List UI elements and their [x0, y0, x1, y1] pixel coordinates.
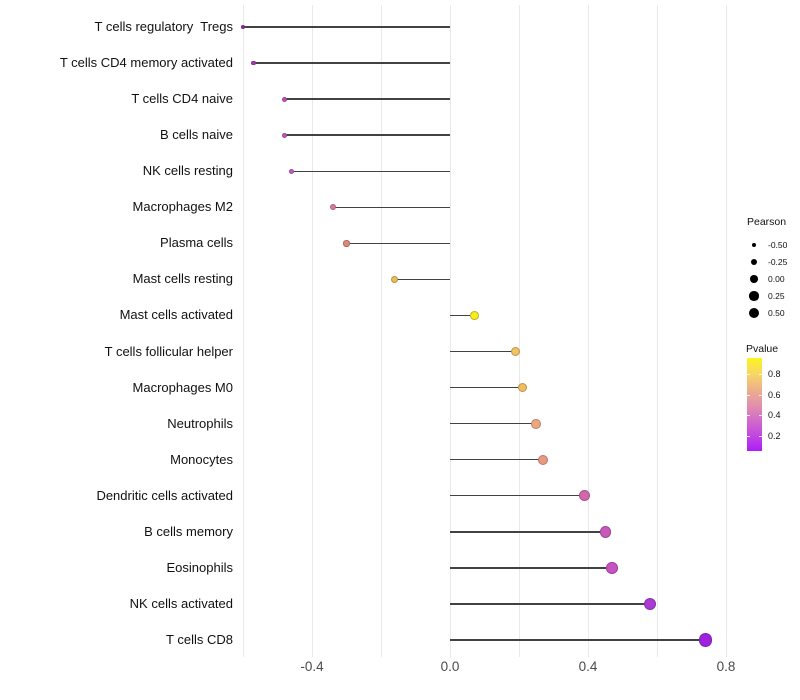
data-point-dot	[599, 526, 611, 538]
data-point-dot	[240, 24, 246, 30]
row-label: Eosinophils	[166, 559, 234, 575]
gridline	[311, 5, 313, 657]
lollipop-stem	[346, 242, 450, 245]
legend-pearson-dot	[750, 275, 758, 283]
lollipop-stem	[394, 278, 450, 281]
pvalue-tick-label: 0.8	[768, 369, 781, 380]
row-label: Mast cells activated	[119, 307, 233, 323]
row-label: T cells follicular helper	[104, 343, 233, 359]
pvalue-tick-mark	[747, 435, 750, 437]
data-point-dot	[281, 132, 287, 138]
row-label: Monocytes	[170, 451, 233, 467]
lollipop-stem	[291, 170, 450, 172]
lollipop-stem	[243, 26, 450, 28]
data-point-dot	[698, 633, 712, 647]
legend-pearson-label: 0.25	[768, 291, 785, 301]
legend-pearson-dot	[751, 242, 757, 248]
data-point-dot	[517, 382, 528, 393]
x-tick-label: 0.4	[578, 659, 598, 674]
row-label: NK cells activated	[129, 595, 233, 611]
legend-pearson-label: 0.00	[768, 274, 785, 284]
data-point-dot	[251, 60, 256, 66]
gridline	[518, 5, 520, 657]
legend-pearson-label: -0.25	[768, 257, 788, 267]
x-tick-label: 0.0	[440, 659, 460, 674]
lollipop-stem	[450, 386, 523, 389]
row-label: T cells CD4 naive	[131, 91, 233, 107]
gridline	[242, 5, 244, 657]
pvalue-tick-label: 0.6	[768, 389, 781, 400]
data-point-dot	[538, 454, 549, 465]
pvalue-tick-mark	[759, 415, 762, 417]
row-label: B cells memory	[144, 523, 233, 539]
legend-pearson-title: Pearson	[747, 216, 787, 228]
row-label: Macrophages M0	[132, 379, 233, 395]
lollipop-stem	[284, 98, 450, 100]
lollipop-stem	[450, 531, 606, 533]
legend-pvalue-title: Pvalue	[746, 343, 779, 355]
row-label: Neutrophils	[167, 415, 233, 431]
row-label: NK cells resting	[142, 163, 233, 179]
legend-pearson-dot	[749, 291, 759, 301]
lollipop-stem	[450, 495, 585, 497]
gridline	[449, 5, 451, 657]
lollipop-stem	[450, 639, 706, 641]
gridline	[725, 5, 727, 657]
data-point-dot	[606, 562, 618, 574]
pvalue-tick-mark	[759, 374, 762, 376]
data-point-dot	[281, 96, 287, 102]
pvalue-tick-label: 0.2	[768, 430, 781, 441]
legend-pearson-label: 0.50	[768, 308, 785, 318]
pvalue-tick-mark	[759, 394, 762, 396]
data-point-dot	[469, 311, 479, 320]
gridline	[587, 5, 589, 657]
pvalue-tick-mark	[759, 435, 762, 437]
lollipop-stem	[253, 62, 450, 64]
data-point-dot	[579, 490, 591, 502]
row-label: T cells CD8	[166, 632, 233, 648]
data-point-dot	[643, 597, 657, 611]
pvalue-tick-mark	[747, 374, 750, 376]
data-point-dot	[510, 346, 521, 357]
data-point-dot	[343, 240, 350, 247]
lollipop-stem	[450, 314, 475, 317]
lollipop-stem	[450, 350, 516, 353]
lollipop-stem	[450, 459, 544, 461]
x-tick-label: 0.8	[716, 659, 736, 674]
row-label: Plasma cells	[160, 235, 233, 251]
pvalue-tick-label: 0.4	[768, 410, 781, 421]
pvalue-tick-mark	[747, 394, 750, 396]
data-point-dot	[288, 168, 294, 174]
lollipop-stem	[332, 206, 450, 208]
row-label: Dendritic cells activated	[96, 487, 233, 503]
lollipop-stem	[450, 422, 537, 425]
lollipop-stem	[450, 603, 651, 605]
lollipop-stem	[450, 567, 613, 569]
legend-pearson-label: -0.50	[768, 240, 788, 250]
legend-pearson-dot	[750, 258, 758, 266]
gridline	[656, 5, 658, 657]
row-label: T cells CD4 memory activated	[59, 55, 233, 71]
lollipop-stem	[284, 134, 450, 136]
row-label: Macrophages M2	[132, 199, 233, 215]
row-label: Mast cells resting	[132, 271, 233, 287]
pvalue-tick-mark	[747, 415, 750, 417]
data-point-dot	[391, 275, 399, 284]
row-label: B cells naive	[160, 127, 233, 143]
pvalue-colorbar	[747, 358, 762, 451]
x-tick-label: -0.4	[300, 659, 324, 674]
data-point-dot	[531, 418, 542, 429]
row-label: T cells regulatory Tregs	[94, 19, 233, 34]
gridline	[380, 5, 382, 657]
data-point-dot	[329, 204, 336, 211]
legend-pearson-dot	[748, 307, 760, 319]
